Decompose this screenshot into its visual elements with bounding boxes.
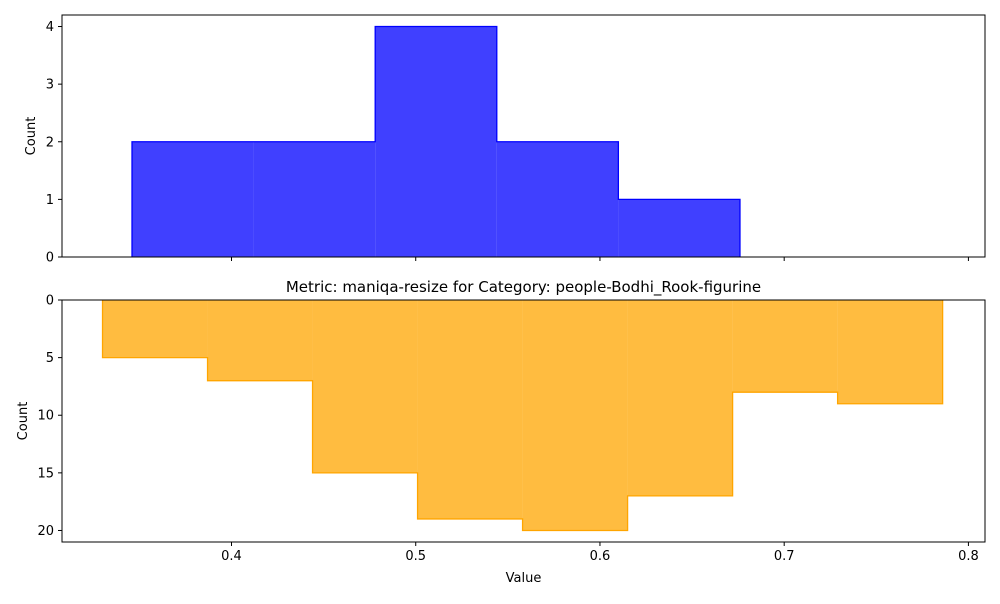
axes-frame bbox=[61, 299, 986, 543]
histogram-bar bbox=[102, 300, 208, 358]
x-tick-label: 0.5 bbox=[405, 549, 426, 564]
y-axis-label: Count bbox=[16, 402, 31, 441]
y-tick-label: 15 bbox=[37, 466, 54, 481]
histogram-bar bbox=[522, 300, 628, 531]
x-axis-label: Value bbox=[506, 571, 542, 586]
x-tick-label: 0.4 bbox=[221, 549, 242, 564]
x-tick-label: 0.7 bbox=[774, 549, 795, 564]
histogram-bar bbox=[627, 300, 733, 496]
histogram-bar bbox=[132, 141, 254, 257]
histogram-bar bbox=[496, 141, 619, 257]
chart-title: Metric: maniqa-resize for Category: peop… bbox=[286, 278, 761, 297]
histogram-bars bbox=[102, 300, 943, 531]
y-tick-label: 3 bbox=[46, 78, 54, 93]
histogram-bars bbox=[132, 26, 740, 258]
y-tick-label: 4 bbox=[46, 20, 54, 35]
histogram-bar bbox=[618, 199, 740, 257]
y-tick-label: 20 bbox=[37, 524, 54, 539]
bottom-axes: 0 5 10 15 20 0.4 0.5 0.6 0.7 0.8 Count Value Metric:… bbox=[16, 278, 986, 586]
y-tick-label: 10 bbox=[37, 409, 54, 424]
x-tick-label: 0.6 bbox=[590, 549, 611, 564]
y-tick-label: 1 bbox=[46, 193, 54, 208]
x-tick-label: 0.8 bbox=[958, 549, 979, 564]
histogram-outline bbox=[101, 300, 944, 532]
histogram-bar bbox=[207, 300, 313, 381]
histogram-bar bbox=[375, 26, 497, 258]
y-axis-label: Count bbox=[24, 117, 39, 156]
histogram-outline bbox=[131, 25, 741, 257]
histogram-bar bbox=[732, 300, 838, 393]
y-tick-label: 0 bbox=[46, 294, 54, 309]
y-tick-label: 2 bbox=[46, 135, 54, 150]
axes-frame bbox=[61, 14, 986, 258]
histogram-bar bbox=[417, 300, 523, 519]
y-tick-label: 5 bbox=[46, 351, 54, 366]
y-tick-label: 0 bbox=[46, 251, 54, 266]
histogram-bar bbox=[253, 141, 376, 257]
histogram-bar bbox=[312, 300, 418, 473]
top-axes: 0 1 2 3 4 Count bbox=[24, 14, 986, 266]
histogram-bar bbox=[837, 300, 943, 404]
